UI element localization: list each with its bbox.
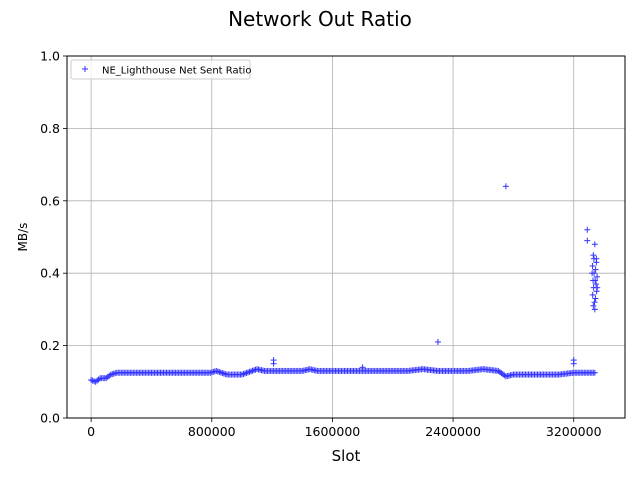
y-tick-label: 0.8 [40,121,60,136]
data-point [593,281,600,288]
y-tick-label: 0.6 [40,193,60,208]
data-point [593,288,600,295]
data-point [592,277,599,284]
data-point [592,266,599,273]
data-point [593,259,600,266]
data-point [589,270,596,277]
legend-label: NE_Lighthouse Net Sent Ratio [102,66,251,77]
y-axis-ticks: 0.0 0.2 0.4 0.6 0.8 1.0 [40,49,67,426]
data-point [591,241,598,248]
chart-title: Network Out Ratio [228,7,412,31]
data-point [590,255,597,262]
data-point [590,252,597,259]
legend-marker [82,66,88,72]
data-point [359,364,366,371]
data-point [584,237,591,244]
data-point [589,262,596,269]
x-tick-label: 800000 [188,424,236,439]
y-tick-label: 1.0 [40,49,60,64]
y-tick-label: 0.2 [40,338,60,353]
x-tick-label: 1600000 [305,424,361,439]
data-point [591,306,598,313]
legend-marker-symbol [82,66,88,72]
data-points [88,183,601,385]
data-point [270,360,277,367]
data-point [592,295,599,302]
y-tick-label: 0.4 [40,266,60,281]
data-point [502,183,509,190]
data-point [591,299,598,306]
data-point [589,291,596,298]
data-point [434,338,441,345]
data-point [594,273,601,280]
x-tick-label: 2400000 [425,424,481,439]
x-tick-label: 3200000 [546,424,602,439]
y-tick-label: 0.0 [40,411,60,426]
data-point [570,360,577,367]
x-axis-ticks: 0 800000 1600000 2400000 3200000 [87,418,602,439]
y-axis-label: MB/s [16,223,30,252]
data-point [591,369,598,376]
x-axis-label: Slot [332,447,361,465]
legend: NE_Lighthouse Net Sent Ratio [70,59,251,80]
x-tick-label: 0 [87,424,95,439]
legend-box [70,59,251,80]
data-point [594,284,601,291]
data-point [590,302,597,309]
plot-frame [66,55,626,419]
data-point [584,226,591,233]
